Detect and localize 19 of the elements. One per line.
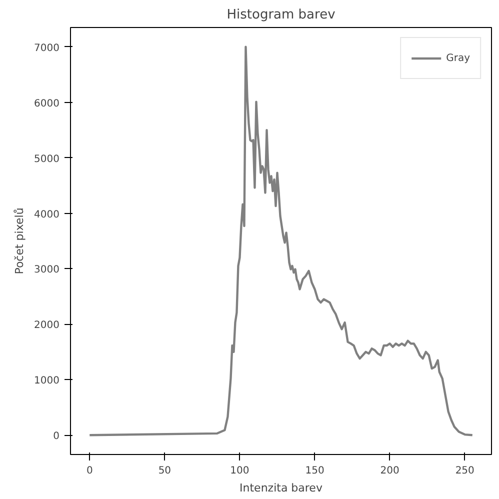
x-tick-label: 100 bbox=[230, 466, 250, 476]
y-tick-label: 0 bbox=[53, 431, 60, 442]
x-tick-label: 150 bbox=[305, 466, 324, 476]
y-tick-label: 7000 bbox=[34, 42, 60, 54]
x-axis-title: Intenzita barev bbox=[240, 482, 323, 494]
x-tick-label: 50 bbox=[158, 466, 172, 476]
y-axis-title: Počet pixelů bbox=[13, 208, 26, 274]
y-tick-label: 5000 bbox=[34, 154, 60, 165]
y-tick-label: 2000 bbox=[34, 320, 60, 332]
x-tick-label: 200 bbox=[380, 466, 400, 476]
x-tick-label: 0 bbox=[86, 466, 93, 476]
chart-title: Histogram barev bbox=[226, 8, 336, 22]
x-tick-label: 250 bbox=[455, 466, 474, 476]
legend-label: Gray bbox=[446, 52, 470, 64]
y-tick-label: 1000 bbox=[34, 376, 60, 387]
y-tick-label: 6000 bbox=[34, 98, 60, 110]
y-tick-label: 3000 bbox=[34, 264, 60, 276]
y-tick-label: 4000 bbox=[34, 209, 60, 220]
line-series bbox=[88, 46, 474, 436]
